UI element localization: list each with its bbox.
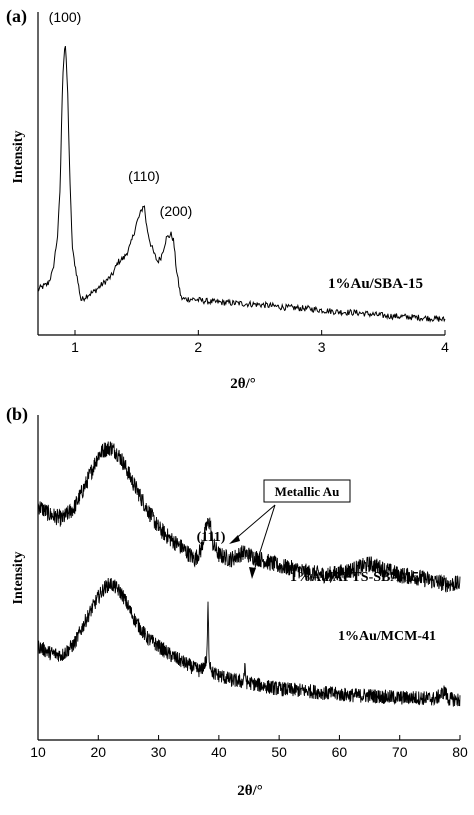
annotation-110: (110) <box>128 168 160 184</box>
arrowhead-111 <box>229 535 240 544</box>
metallic-au-label: Metallic Au <box>275 484 340 499</box>
series-1au-sba-15-line <box>37 45 446 323</box>
panel-a-ylabel: Intensity <box>11 131 26 184</box>
panel-b-x-tick-label: 80 <box>452 744 468 760</box>
annotation-100: (100) <box>49 9 82 25</box>
annotation-111: (111) <box>197 530 226 545</box>
panel-a-x-tick-label: 3 <box>318 339 326 355</box>
panel-b-x-tick-label: 10 <box>30 744 46 760</box>
panel-b-x-ticks: 10 20 30 40 50 60 70 80 <box>30 735 468 760</box>
series-label-1au-sba-15: 1%Au/SBA-15 <box>328 276 423 292</box>
panel-a-x-tick-label: 4 <box>441 339 449 355</box>
series-label-1au-mcm-41: 1%Au/MCM-41 <box>338 629 436 644</box>
panel-a-x-tick-label: 2 <box>194 339 202 355</box>
annotation-200: (200) <box>160 203 193 219</box>
panel-b-x-tick-label: 50 <box>271 744 287 760</box>
panel-a-label: (a) <box>6 6 27 27</box>
panel-b-x-tick-label: 60 <box>332 744 348 760</box>
panel-b-xlabel: 2θ/° <box>237 783 263 799</box>
panel-b-x-tick-label: 70 <box>392 744 408 760</box>
series-1au-mcm-41-line <box>37 578 461 707</box>
panel-a: (a) 1 2 3 4 2θ/° Intensity (100) (110) (200… <box>6 6 449 392</box>
arrow-to-44 <box>252 504 276 575</box>
panel-a-x-ticks: 1 2 3 4 <box>71 330 449 355</box>
series-1au-apts-sba-15-line <box>37 441 461 593</box>
panel-a-x-tick-label: 1 <box>71 339 79 355</box>
panel-a-xlabel: 2θ/° <box>230 376 256 392</box>
panel-a-frame <box>37 12 445 336</box>
metallic-au-box <box>263 479 351 503</box>
panel-b: (b) 10 20 30 40 50 60 70 80 2θ/° Intensity Meta… <box>6 404 468 799</box>
arrow-to-111 <box>232 504 276 542</box>
panel-b-x-tick-label: 20 <box>90 744 106 760</box>
panel-b-ylabel: Intensity <box>11 552 26 605</box>
panel-b-x-tick-label: 40 <box>211 744 227 760</box>
panel-b-label: (b) <box>6 404 28 425</box>
metallic-au-callout: Metallic Au <box>229 479 351 579</box>
panel-b-x-tick-label: 30 <box>151 744 167 760</box>
arrowhead-44 <box>249 567 256 579</box>
panel-b-frame <box>37 415 460 741</box>
series-label-1au-apts-sba-15: 1%Au/APTS-SBA-15 <box>290 570 419 585</box>
